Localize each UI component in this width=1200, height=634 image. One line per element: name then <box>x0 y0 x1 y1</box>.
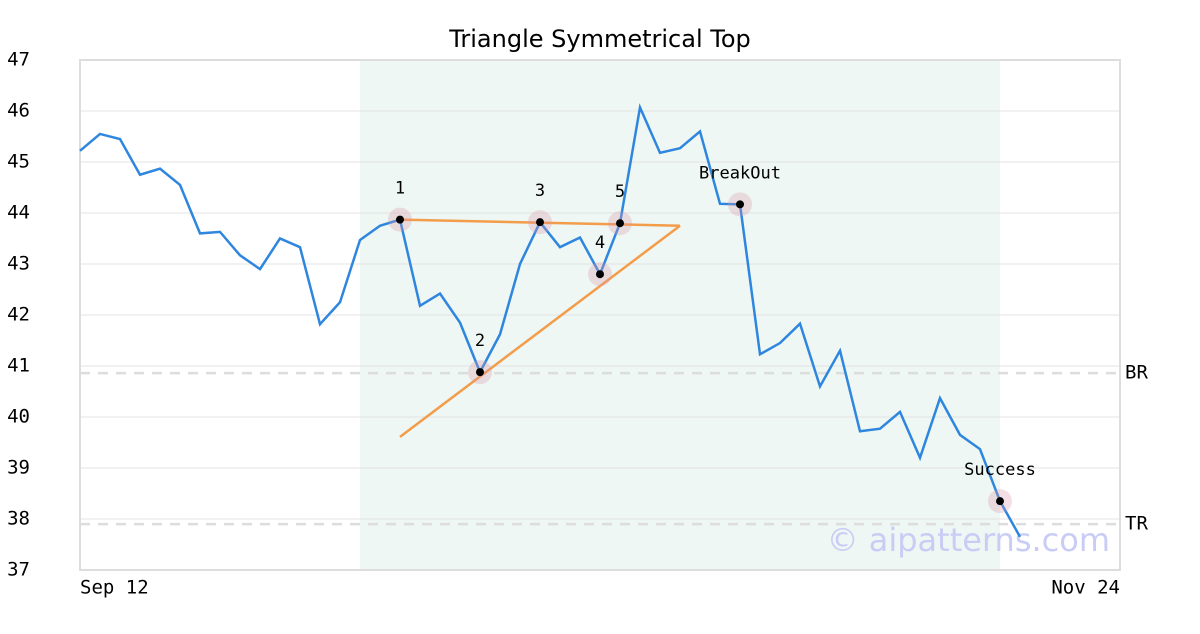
y-tick-label: 38 <box>7 508 30 530</box>
y-tick-label: 47 <box>7 49 30 71</box>
watermark: © aipatterns.com <box>827 521 1110 559</box>
trend-line <box>399 224 681 438</box>
x-tick-label: Sep 12 <box>80 577 149 599</box>
annotation-label: 4 <box>595 233 605 253</box>
marker <box>736 200 744 209</box>
y-tick-label: 44 <box>7 202 30 224</box>
annotation-label: 2 <box>475 331 485 351</box>
marker <box>616 219 624 228</box>
y-tick-label: 37 <box>7 559 30 581</box>
level-label: TR <box>1125 513 1148 535</box>
marker <box>996 497 1004 506</box>
annotation-label: 1 <box>395 179 405 199</box>
x-tick-label: Nov 24 <box>1051 577 1120 599</box>
y-tick-label: 45 <box>7 151 30 173</box>
y-tick-label: 42 <box>7 304 30 326</box>
y-tick-label: 40 <box>7 406 30 428</box>
plot-frame <box>79 59 1121 571</box>
chart-title: Triangle Symmetrical Top <box>448 25 751 53</box>
level-label: BR <box>1125 362 1148 384</box>
y-tick-label: 39 <box>7 457 30 479</box>
annotation-label: 5 <box>615 182 625 202</box>
annotation-label: BreakOut <box>699 163 781 183</box>
marker <box>536 218 544 227</box>
y-tick-label: 46 <box>7 100 30 122</box>
marker <box>596 270 604 279</box>
price-line <box>79 103 1022 538</box>
y-tick-label: 43 <box>7 253 30 275</box>
marker <box>476 368 484 377</box>
annotation-label: 3 <box>535 181 545 201</box>
y-tick-label: 41 <box>7 355 30 377</box>
marker <box>396 215 404 224</box>
annotation-label: Success <box>964 460 1036 480</box>
